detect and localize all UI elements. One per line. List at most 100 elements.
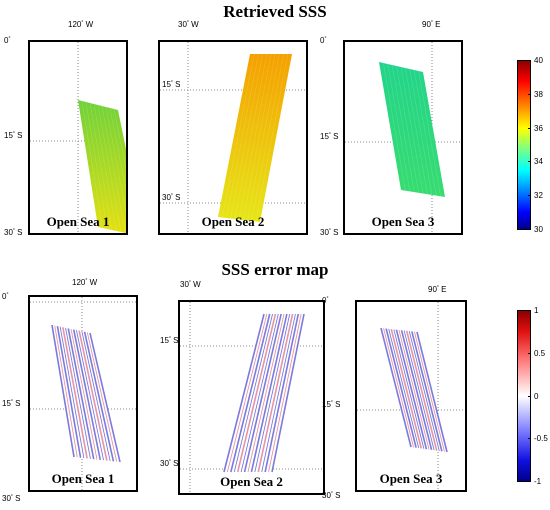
- map-panel: Open Sea 2: [178, 300, 325, 495]
- error-track-line: [390, 328, 423, 449]
- error-track-line: [411, 331, 443, 452]
- error-track-line: [233, 313, 274, 473]
- swath-texture-line: [230, 53, 263, 219]
- swath-texture-line: [400, 66, 424, 194]
- swath-texture-line: [387, 63, 410, 192]
- colorbar-tickmark: [528, 127, 531, 129]
- error-track-line: [271, 313, 305, 473]
- error-track-line: [400, 330, 433, 451]
- map-plot: [357, 302, 465, 490]
- latitude-tick-label: 0°: [4, 36, 11, 45]
- error-track-line: [393, 329, 425, 449]
- error-track-line: [405, 330, 438, 451]
- latitude-tick-label: 15° S: [160, 336, 179, 345]
- error-track-line: [395, 329, 428, 450]
- error-track-line: [226, 313, 268, 473]
- error-track-line: [230, 313, 271, 473]
- error-track-line: [236, 313, 277, 473]
- swath-texture-line: [238, 53, 272, 220]
- swath-texture-line: [81, 100, 103, 229]
- latitude-tick-label: 15° S: [322, 400, 341, 409]
- colorbar-tickmark: [528, 352, 531, 354]
- error-track-line: [264, 313, 300, 473]
- error-track-line: [75, 330, 105, 461]
- error-track-line: [380, 327, 412, 448]
- error-track-line: [408, 331, 440, 452]
- colorbar-tick-label: -0.5: [534, 434, 548, 444]
- error-track-line: [62, 327, 88, 459]
- panel-label: Open Sea 2: [220, 474, 283, 489]
- error-track-line: [83, 331, 115, 462]
- swath-texture-line: [392, 64, 415, 193]
- latitude-tick-label: 30° S: [322, 491, 341, 500]
- colorbar-tickmark: [528, 481, 531, 482]
- error-track-line: [243, 313, 282, 473]
- colorbar-tickmark: [528, 395, 531, 397]
- error-track-line: [403, 330, 435, 451]
- error-track-line: [261, 313, 296, 473]
- swath-texture-line: [243, 53, 276, 221]
- swath-texture-line: [93, 103, 117, 232]
- error-track-line: [385, 328, 417, 448]
- error-track-line: [56, 326, 82, 458]
- error-track-line: [81, 331, 111, 462]
- colorbar-tick-label: 32: [534, 191, 543, 201]
- colorbar-tick-label: 1: [534, 306, 539, 315]
- error-track-line: [78, 330, 108, 461]
- map-plot: [345, 42, 461, 233]
- longitude-tick-label: 30° W: [180, 280, 201, 289]
- error-track-line: [254, 313, 291, 473]
- swath-texture-line: [383, 62, 406, 191]
- colorbar-tickmark: [528, 195, 531, 197]
- error-track-line: [416, 331, 448, 453]
- latitude-tick-label: 0°: [322, 296, 329, 305]
- error-title: SSS error map: [221, 260, 329, 279]
- swath-texture-line: [101, 105, 126, 233]
- colorbar-tickmark: [528, 438, 531, 440]
- latitude-tick-label: 30° S: [162, 193, 181, 202]
- error-track-line: [67, 328, 95, 460]
- error-track-line: [388, 328, 420, 449]
- error-track-line: [257, 313, 294, 473]
- colorbar-tick-label: 38: [534, 89, 543, 99]
- longitude-tick-label: 90° E: [428, 285, 447, 294]
- swath-texture-line: [255, 53, 288, 222]
- swath-texture-line: [414, 69, 437, 196]
- longitude-tick-label: 30° W: [178, 20, 199, 29]
- latitude-tick-label: 15° S: [2, 399, 21, 408]
- map-panel: Open Sea 1: [28, 40, 128, 235]
- map-plot: [160, 42, 306, 233]
- panel-label: Open Sea 3: [371, 214, 435, 229]
- swath-texture-line: [89, 102, 112, 231]
- colorbar-tick-label: 0: [534, 391, 539, 401]
- error-track-line: [240, 313, 279, 473]
- swath-texture-line: [97, 104, 122, 233]
- colorbar-tickmark: [528, 93, 531, 95]
- colorbar-tickmark: [528, 60, 531, 61]
- map-plot: [30, 42, 126, 233]
- error-track-line: [51, 324, 75, 458]
- swath-texture-line: [113, 108, 126, 171]
- colorbar-tickmark: [528, 229, 531, 230]
- error-track-line: [70, 328, 98, 460]
- swath-texture-line: [85, 101, 108, 230]
- swath-texture-line: [109, 107, 126, 191]
- error-track-line: [383, 328, 415, 448]
- map-plot: [30, 297, 136, 490]
- sss-title: Retrieved SSS: [223, 2, 327, 21]
- error-track-line: [59, 326, 85, 459]
- swath-texture-line: [247, 53, 280, 221]
- latitude-tick-label: 15° S: [162, 80, 181, 89]
- map-panel: Open Sea 3: [343, 40, 463, 235]
- latitude-tick-label: 30° S: [160, 459, 179, 468]
- panel-label: Open Sea 2: [201, 214, 265, 229]
- swath-texture-line: [409, 68, 432, 195]
- error-track-line: [398, 329, 430, 450]
- colorbar-tick-label: 34: [534, 157, 543, 167]
- swath-texture-line: [234, 53, 267, 220]
- error-track-line: [268, 313, 302, 473]
- swath-strip: [78, 100, 126, 233]
- panel-label: Open Sea 3: [379, 471, 443, 486]
- swath-texture-line: [396, 65, 419, 193]
- swath-texture-line: [418, 70, 441, 197]
